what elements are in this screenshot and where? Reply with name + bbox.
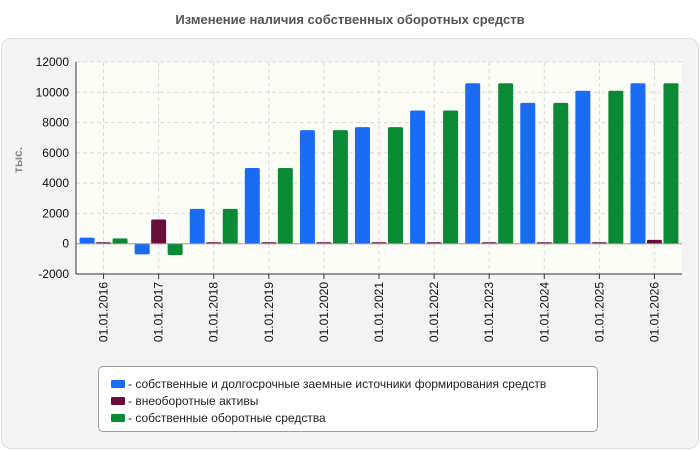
bar-series-2-01.01.2024 — [553, 102, 569, 244]
legend-label: - внеоборотные активы — [128, 393, 259, 408]
x-tick-label: 01.01.2023 — [482, 282, 496, 342]
legend-item-1: - внеоборотные активы — [111, 392, 597, 409]
bar-series-0-01.01.2022 — [410, 110, 426, 244]
x-tick-label: 01.01.2019 — [262, 282, 276, 342]
bar-series-0-01.01.2023 — [465, 83, 481, 244]
y-tick-label: 2000 — [42, 206, 69, 220]
bar-series-0-01.01.2016 — [79, 237, 95, 244]
x-tick-label: 01.01.2025 — [592, 282, 606, 342]
bar-series-0-01.01.2020 — [299, 130, 315, 244]
x-tick-label: 01.01.2017 — [152, 282, 166, 342]
y-tick-label: 4000 — [42, 176, 69, 190]
x-tick-label: 01.01.2018 — [207, 282, 221, 342]
y-axis-label: тыс. — [11, 147, 25, 173]
legend-label: - собственные и долгосрочные заемные ист… — [128, 376, 547, 391]
legend-swatch-icon — [111, 413, 125, 422]
legend-label: - собственные оборотные средства — [128, 410, 326, 425]
bar-series-0-01.01.2026 — [630, 83, 646, 244]
bar-series-2-01.01.2019 — [277, 168, 293, 244]
x-tick-label: 01.01.2024 — [537, 282, 551, 342]
bar-series-2-01.01.2022 — [443, 110, 459, 244]
x-tick-label: 01.01.2021 — [372, 282, 386, 342]
legend: - собственные и долгосрочные заемные ист… — [98, 366, 598, 432]
bar-series-0-01.01.2021 — [355, 127, 370, 244]
bar-series-0-01.01.2017 — [134, 243, 150, 255]
bar-series-0-01.01.2024 — [520, 102, 536, 244]
bar-series-2-01.01.2023 — [498, 83, 514, 244]
y-tick-label: 12000 — [36, 55, 70, 69]
bar-series-1-01.01.2026 — [646, 239, 662, 244]
x-tick-label: 01.01.2016 — [97, 282, 111, 342]
bar-series-2-01.01.2026 — [663, 83, 679, 244]
bar-series-0-01.01.2025 — [575, 90, 591, 244]
x-tick-label: 01.01.2026 — [647, 282, 661, 342]
y-tick-label: 8000 — [42, 116, 69, 130]
bar-series-1-01.01.2017 — [151, 219, 167, 244]
x-tick-label: 01.01.2020 — [317, 282, 331, 342]
y-tick-label: 6000 — [42, 146, 69, 160]
legend-item-0: - собственные и долгосрочные заемные ист… — [111, 375, 597, 392]
legend-swatch-icon — [111, 396, 125, 405]
chart-title: Изменение наличия собственных оборотных … — [175, 12, 525, 27]
bar-series-2-01.01.2016 — [112, 238, 128, 244]
y-tick-label: 10000 — [36, 85, 70, 99]
bar-series-2-01.01.2020 — [332, 130, 348, 244]
legend-item-2: - собственные оборотные средства — [111, 409, 597, 426]
bar-series-2-01.01.2018 — [222, 208, 238, 244]
bar-series-2-01.01.2025 — [608, 90, 624, 244]
bar-series-2-01.01.2021 — [388, 127, 403, 244]
bar-series-0-01.01.2019 — [244, 168, 260, 244]
legend-swatch-icon — [111, 379, 125, 388]
y-tick-label: -2000 — [38, 267, 69, 281]
x-tick-label: 01.01.2022 — [427, 282, 441, 342]
bar-series-2-01.01.2017 — [167, 243, 183, 256]
y-tick-label: 0 — [62, 237, 69, 251]
bar-series-0-01.01.2018 — [189, 208, 205, 244]
